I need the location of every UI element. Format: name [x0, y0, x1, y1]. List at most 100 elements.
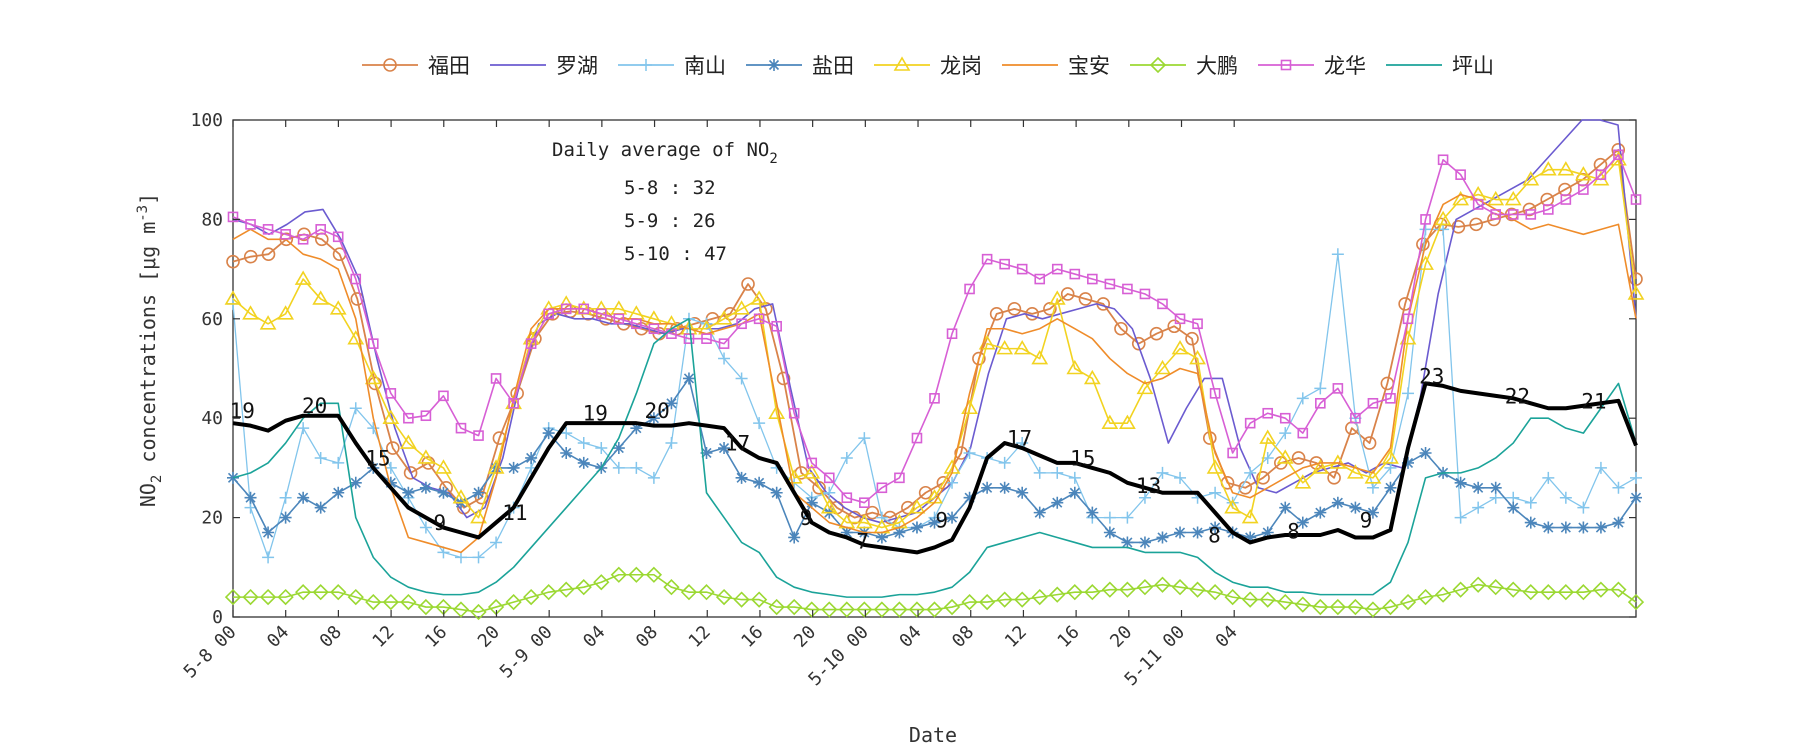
data-point	[347, 588, 364, 606]
data-point	[946, 476, 959, 489]
legend: 福田 罗湖 南山 盐田 龙岗 宝安 大鹏 龙华 坪山	[362, 54, 1494, 78]
data-point	[593, 574, 610, 591]
data-point	[1630, 491, 1642, 504]
data-point	[1507, 209, 1519, 220]
data-point	[1525, 209, 1537, 220]
data-point	[680, 584, 698, 601]
data-point	[855, 513, 873, 529]
data-point	[560, 303, 572, 315]
data-point	[1487, 579, 1504, 596]
data-point	[505, 593, 522, 611]
data-point	[1103, 526, 1116, 539]
data-point	[613, 313, 625, 325]
series-layer	[224, 119, 1645, 621]
legend-label: 大鹏	[1196, 54, 1238, 78]
data-point	[803, 464, 821, 479]
data-point	[297, 491, 310, 504]
data-point	[865, 505, 880, 520]
average-label: 15	[1070, 446, 1095, 470]
average-label: 7	[856, 529, 869, 553]
data-point	[741, 277, 755, 291]
annotation-title: Daily average of NO2	[552, 139, 778, 167]
legend-entry: 坪山	[1386, 54, 1494, 78]
data-point	[242, 588, 259, 606]
data-point	[1191, 526, 1204, 539]
data-point	[820, 499, 838, 514]
data-point	[718, 338, 730, 349]
data-point	[928, 516, 941, 529]
data-point	[929, 393, 940, 404]
y-tick-label: 60	[201, 309, 223, 330]
data-point	[452, 601, 470, 618]
data-point	[329, 300, 347, 315]
data-point	[859, 497, 870, 508]
legend-label: 南山	[684, 54, 726, 78]
data-point	[908, 601, 926, 618]
data-point	[259, 588, 277, 606]
data-point	[1262, 407, 1274, 419]
data-point	[297, 422, 310, 435]
data-point	[403, 412, 414, 424]
data-point	[312, 584, 329, 601]
data-point	[989, 307, 1004, 321]
data-point	[367, 422, 380, 435]
data-point	[1451, 220, 1466, 234]
data-point	[1104, 278, 1116, 290]
data-point	[1136, 579, 1154, 596]
data-point	[1078, 292, 1093, 306]
data-point	[490, 536, 503, 549]
data-point	[1048, 290, 1066, 305]
data-point	[1154, 576, 1171, 593]
data-point	[314, 451, 327, 464]
data-point	[382, 593, 399, 611]
data-point	[700, 446, 713, 459]
x-tick-label: 12	[685, 622, 715, 652]
data-point	[1279, 427, 1292, 440]
data-point	[367, 338, 379, 349]
data-point	[753, 313, 765, 325]
data-point	[715, 310, 733, 325]
data-point	[1543, 204, 1554, 215]
data-point	[402, 486, 415, 499]
data-point	[1311, 459, 1329, 474]
data-point	[1209, 521, 1222, 534]
data-point	[1542, 521, 1555, 534]
data-point	[437, 546, 450, 559]
data-point	[1276, 449, 1294, 464]
data-point	[1014, 591, 1031, 608]
data-point	[1294, 596, 1311, 613]
data-point	[901, 500, 915, 515]
data-point	[1454, 476, 1467, 489]
data-point	[1315, 397, 1326, 409]
data-point	[487, 459, 505, 474]
data-point	[1083, 369, 1101, 385]
data-point	[1419, 446, 1432, 459]
data-point	[1402, 456, 1415, 469]
data-point	[918, 485, 933, 500]
data-point	[1627, 285, 1645, 300]
data-point	[1051, 263, 1063, 275]
data-point	[1487, 190, 1505, 206]
data-point	[1613, 149, 1624, 161]
average-label: 23	[1419, 364, 1444, 388]
y-tick-label: 20	[201, 508, 223, 529]
data-point	[648, 323, 660, 335]
data-point	[560, 427, 573, 440]
data-point	[1206, 584, 1224, 601]
data-point	[438, 390, 449, 402]
data-point	[297, 233, 309, 245]
data-point	[542, 427, 555, 440]
data-point	[1206, 459, 1224, 474]
data-point	[1419, 223, 1432, 236]
data-point	[259, 315, 277, 330]
data-point	[1103, 511, 1116, 524]
data-point	[1279, 501, 1292, 514]
data-point	[1068, 486, 1081, 499]
data-point	[963, 491, 976, 504]
data-point	[1087, 273, 1098, 285]
data-point	[1385, 393, 1396, 404]
data-point	[963, 446, 976, 459]
data-point	[856, 601, 873, 618]
annotation-line-1: 5-8 : 32	[624, 177, 716, 199]
data-point	[470, 509, 487, 524]
